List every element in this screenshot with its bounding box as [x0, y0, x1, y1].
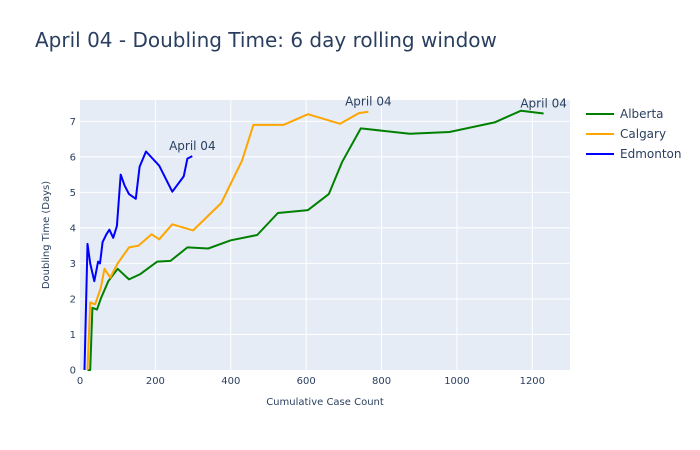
- y-tick-label: 6: [70, 152, 76, 163]
- y-tick-label: 1: [70, 330, 76, 341]
- y-tick-label: 5: [70, 188, 76, 199]
- y-tick-label: 3: [70, 259, 76, 270]
- y-tick-label: 4: [70, 223, 76, 234]
- y-tick-label: 0: [70, 366, 76, 377]
- x-tick-label: 0: [77, 376, 83, 387]
- series-line-calgary: [86, 110, 369, 371]
- x-tick-label: 800: [372, 376, 391, 387]
- legend-item-calgary[interactable]: Calgary: [620, 127, 666, 141]
- annotation-label: April 04: [345, 95, 392, 109]
- y-tick-label: 7: [70, 117, 76, 128]
- series-layer: [83, 109, 544, 371]
- series-line-edmonton: [83, 150, 193, 371]
- legend-item-alberta[interactable]: Alberta: [620, 107, 664, 121]
- x-axis-title: Cumulative Case Count: [266, 397, 384, 408]
- x-tick-label: 1000: [444, 376, 469, 387]
- x-tick-label: 1200: [520, 376, 545, 387]
- annotation-label: April 04: [520, 97, 567, 111]
- x-tick-label: 600: [297, 376, 316, 387]
- x-tick-label: 400: [221, 376, 240, 387]
- annotations: April 04 April 04 April 04: [169, 95, 567, 153]
- legend-item-edmonton[interactable]: Edmonton: [620, 147, 682, 161]
- grid: [80, 100, 570, 370]
- annotation-label: April 04: [169, 139, 216, 153]
- chart-title: April 04 - Doubling Time: 6 day rolling …: [35, 28, 497, 52]
- y-axis-title: Doubling Time (Days): [41, 181, 52, 289]
- legend: Alberta Calgary Edmonton: [586, 107, 682, 161]
- tick-labels: 0 200 400 600 800 1000 1200 0 1 2 3 4 5 6 7: [70, 117, 545, 387]
- y-tick-label: 2: [70, 294, 76, 305]
- series-line-alberta: [87, 109, 544, 371]
- x-tick-label: 200: [146, 376, 165, 387]
